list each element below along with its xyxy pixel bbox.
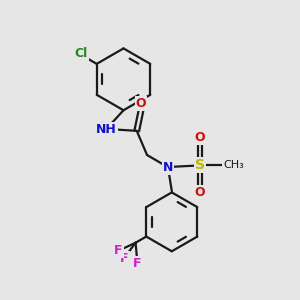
Text: CH₃: CH₃	[223, 160, 244, 170]
Text: O: O	[136, 97, 146, 110]
Text: O: O	[195, 131, 206, 144]
Text: F: F	[133, 257, 141, 270]
Text: O: O	[195, 186, 206, 199]
Text: S: S	[195, 158, 205, 172]
Text: F: F	[114, 244, 123, 256]
Text: NH: NH	[96, 123, 117, 136]
Text: Cl: Cl	[75, 47, 88, 60]
Text: N: N	[163, 161, 173, 174]
Text: F: F	[120, 252, 129, 266]
